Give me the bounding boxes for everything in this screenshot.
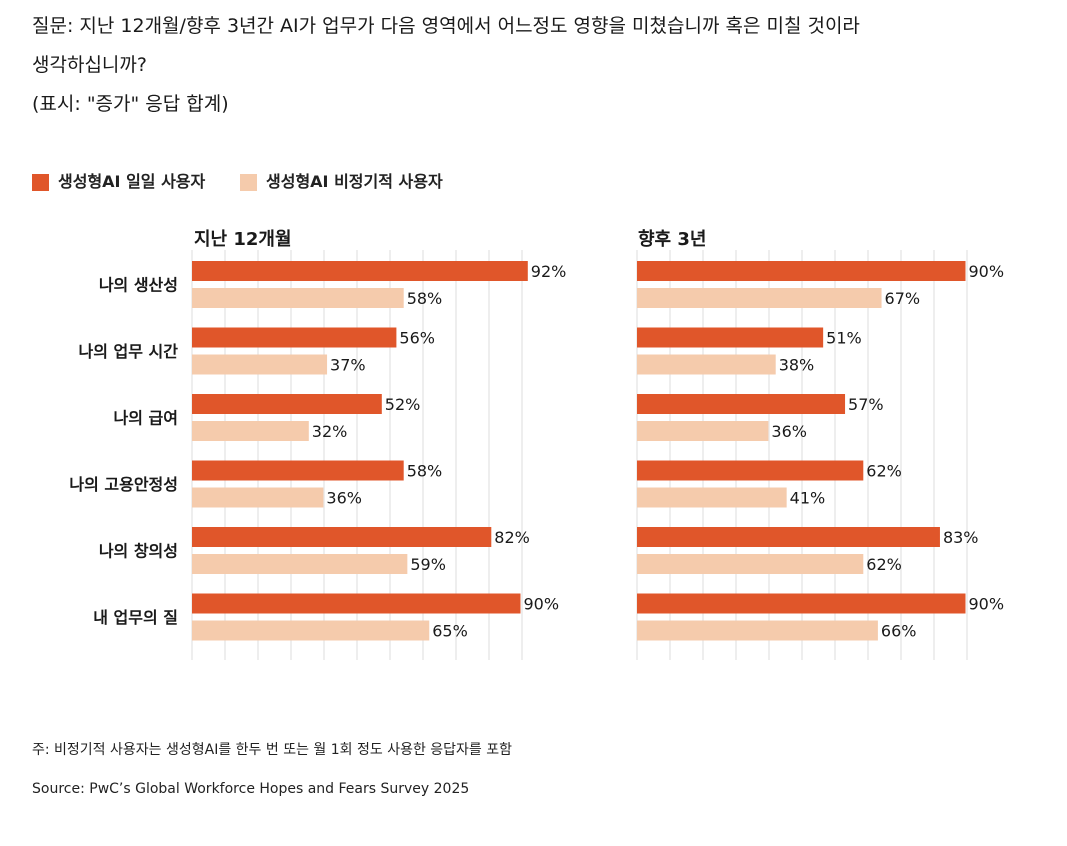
- data-label-1-occasional-4: 36%: [326, 489, 362, 508]
- data-label-1-daily-6: 90%: [524, 595, 560, 614]
- data-label-2-daily-6: 90%: [969, 595, 1005, 614]
- bar-2-daily-1: [637, 261, 966, 281]
- bar-1-daily-5: [192, 527, 492, 547]
- legend-swatch-occasional: [240, 173, 257, 191]
- bar-1-daily-4: [192, 460, 404, 481]
- legend-swatch-daily: [32, 173, 49, 191]
- data-label-2-occasional-5: 62%: [866, 555, 902, 574]
- category-label-3: 나의 급여: [114, 409, 178, 428]
- data-label-1-daily-4: 58%: [407, 462, 443, 481]
- legend-label-daily: 생성형AI 일일 사용자: [58, 172, 206, 191]
- data-label-1-occasional-1: 58%: [407, 289, 443, 308]
- bar-2-occasional-5: [637, 554, 864, 574]
- data-label-2-daily-2: 51%: [826, 329, 862, 348]
- panel-title-2: 향후 3년: [638, 229, 706, 250]
- bar-1-daily-1: [192, 261, 528, 281]
- data-label-2-occasional-4: 41%: [790, 489, 826, 508]
- panel-title-1: 지난 12개월: [194, 229, 292, 250]
- bar-2-occasional-2: [637, 354, 776, 375]
- legend-label-occasional: 생성형AI 비정기적 사용자: [266, 172, 443, 191]
- bar-1-daily-6: [192, 593, 521, 614]
- data-label-2-occasional-3: 36%: [771, 422, 807, 441]
- data-label-2-occasional-2: 38%: [779, 356, 815, 375]
- bar-2-daily-2: [637, 327, 824, 348]
- bar-1-daily-3: [192, 394, 382, 414]
- question-note: (표시: "증가" 응답 합계): [32, 93, 229, 115]
- bar-chart: 지난 12개월 92% 58% 56% 37% 52% 32% 58% 36% 82% 59% 90%…: [69, 229, 1005, 660]
- legend-item-occasional: 생성형AI 비정기적 사용자: [240, 172, 443, 192]
- category-label-6: 내 업무의 질: [93, 608, 178, 627]
- category-label-5: 나의 창의성: [99, 542, 178, 561]
- data-label-2-daily-1: 90%: [969, 262, 1005, 281]
- bar-2-daily-4: [637, 460, 864, 481]
- footnote: 주: 비정기적 사용자는 생성형AI를 한두 번 또는 월 1회 정도 사용한 …: [32, 742, 513, 758]
- data-label-2-daily-4: 62%: [866, 462, 902, 481]
- data-label-1-occasional-6: 65%: [432, 622, 468, 641]
- bar-1-occasional-3: [192, 421, 309, 441]
- bar-2-occasional-4: [637, 487, 787, 508]
- bar-2-occasional-6: [637, 620, 878, 641]
- data-label-1-daily-2: 56%: [399, 329, 435, 348]
- bar-1-occasional-2: [192, 354, 328, 375]
- category-label-2: 나의 업무 시간: [79, 342, 179, 361]
- category-label-1: 나의 생산성: [99, 276, 178, 295]
- data-label-2-daily-3: 57%: [848, 395, 884, 414]
- category-label-4: 나의 고용안정성: [69, 475, 178, 494]
- data-label-1-occasional-5: 59%: [410, 555, 446, 574]
- data-label-1-occasional-3: 32%: [312, 422, 348, 441]
- legend-item-daily: 생성형AI 일일 사용자: [32, 172, 205, 192]
- bar-1-daily-2: [192, 327, 397, 348]
- bar-1-occasional-6: [192, 620, 430, 641]
- bar-2-daily-3: [637, 394, 846, 414]
- data-label-1-daily-3: 52%: [385, 395, 421, 414]
- source-note: Source: PwC’s Global Workforce Hopes and…: [32, 781, 470, 797]
- bar-2-daily-5: [637, 527, 940, 547]
- bar-1-occasional-1: [192, 288, 404, 308]
- data-label-2-daily-5: 83%: [943, 528, 979, 547]
- bar-2-occasional-3: [637, 421, 769, 441]
- data-label-1-daily-1: 92%: [531, 262, 567, 281]
- data-label-2-occasional-1: 67%: [885, 289, 921, 308]
- bar-2-daily-6: [637, 593, 966, 614]
- bar-1-occasional-5: [192, 554, 408, 574]
- data-label-1-occasional-2: 37%: [330, 356, 366, 375]
- data-label-1-daily-5: 82%: [494, 528, 530, 547]
- data-label-2-occasional-6: 66%: [881, 622, 917, 641]
- bar-2-occasional-1: [637, 288, 882, 308]
- question-text-line1: 질문: 지난 12개월/향후 3년간 AI가 업무가 다음 영역에서 어느정도 …: [32, 15, 860, 37]
- bar-1-occasional-4: [192, 487, 324, 508]
- question-text-line2: 생각하십니까?: [32, 54, 147, 76]
